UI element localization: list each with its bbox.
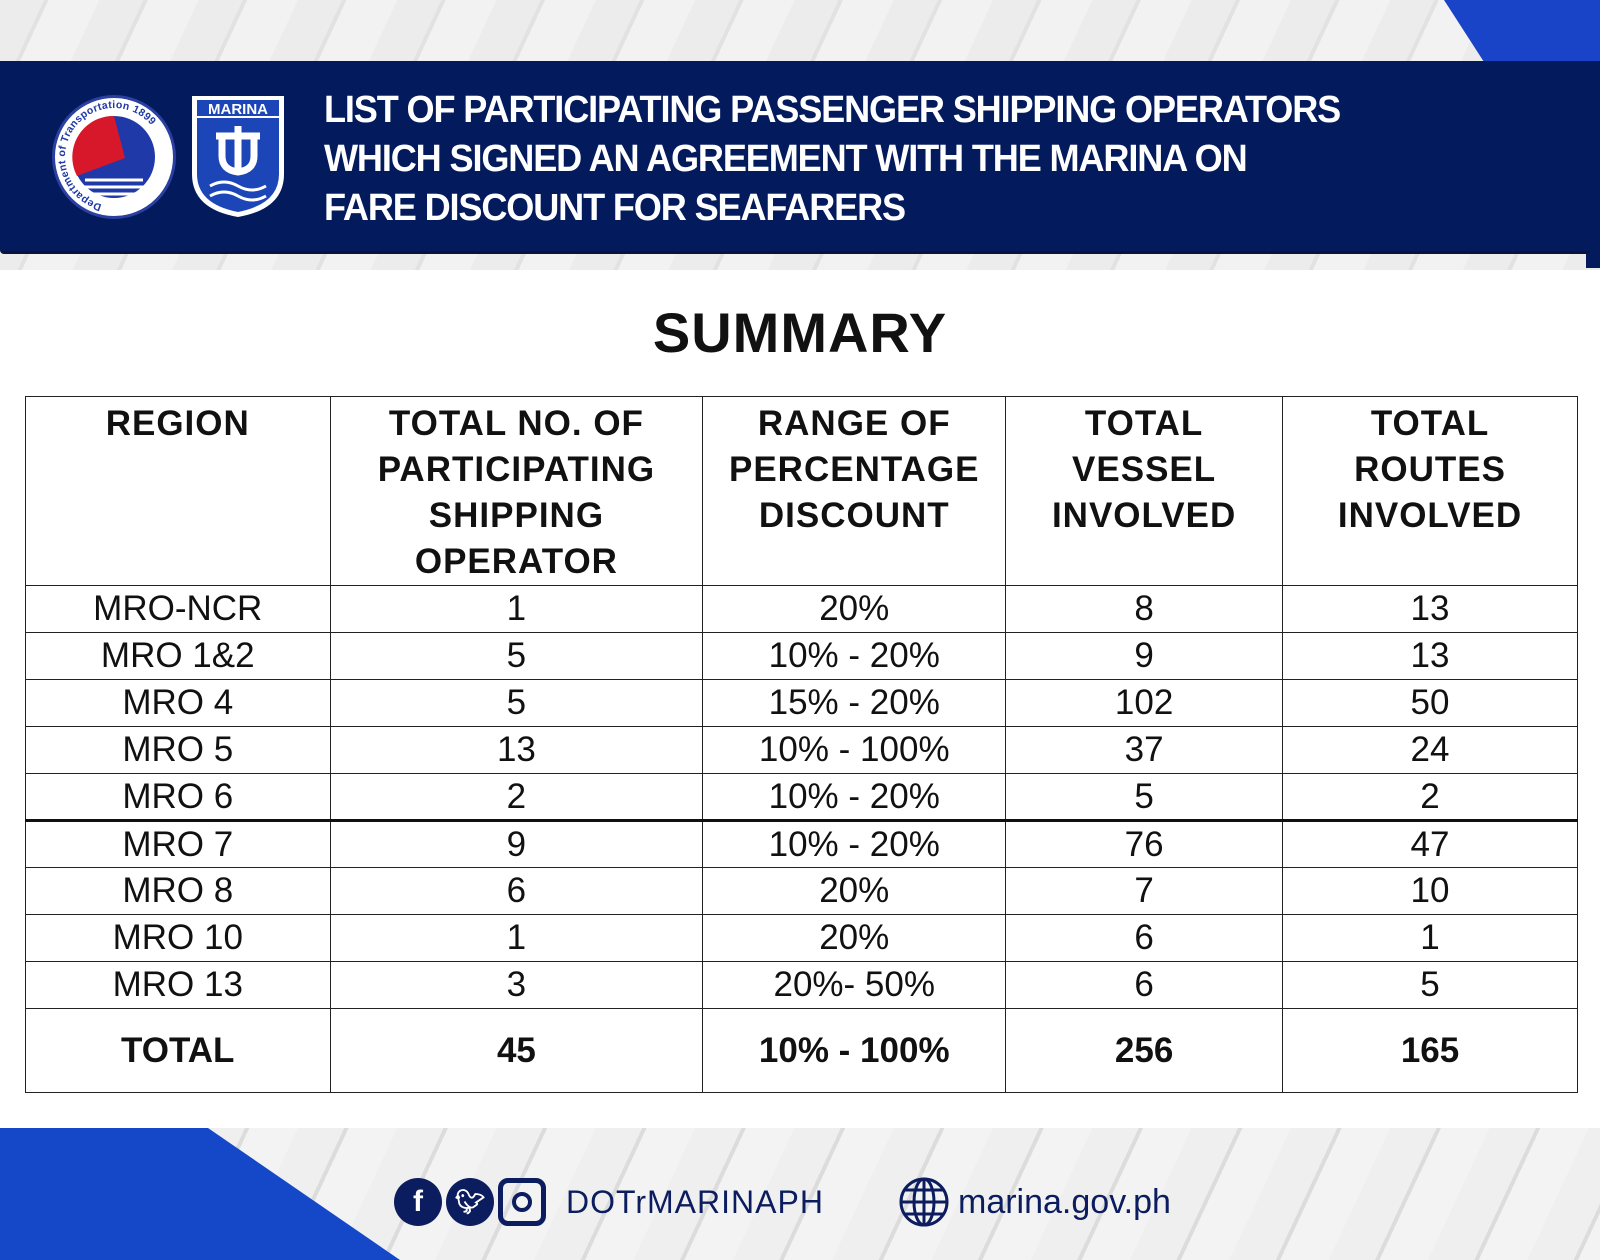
header-region: REGION	[25, 396, 331, 586]
total-operators: 45	[329, 1008, 704, 1093]
cell-operators: 13	[329, 726, 704, 774]
cell-discount: 20%	[702, 867, 1007, 915]
cell-operators: 5	[329, 679, 704, 727]
table-row: MRO 13 3 20%- 50% 6 5	[25, 961, 1578, 1009]
cell-region: MRO 8	[25, 867, 331, 915]
cell-discount: 20%	[702, 585, 1007, 633]
cell-routes: 5	[1282, 961, 1578, 1009]
cell-operators: 1	[329, 914, 704, 962]
cell-discount: 20%	[702, 914, 1007, 962]
cell-region: MRO 13	[25, 961, 331, 1009]
cell-discount: 10% - 20%	[702, 773, 1007, 821]
table-row: MRO 7 9 10% - 20% 76 47	[25, 819, 1578, 868]
marina-logo: MARINA	[188, 94, 288, 219]
cell-region: MRO 6	[25, 773, 331, 821]
cell-vessels: 37	[1005, 726, 1284, 774]
cell-region: MRO 1&2	[25, 632, 331, 680]
cell-vessels: 6	[1005, 914, 1284, 962]
social-icons: f 🐦︎	[394, 1178, 546, 1226]
dotr-logo: Department of Transportation 1899	[52, 95, 176, 219]
header-discount: RANGE OF PERCENTAGE DISCOUNT	[702, 396, 1007, 586]
table-header-row: REGION TOTAL NO. OF PARTICIPATING SHIPPI…	[25, 396, 1578, 586]
cell-operators: 9	[329, 819, 704, 868]
cell-routes: 2	[1282, 773, 1578, 821]
total-label: TOTAL	[25, 1008, 331, 1093]
header-operators: TOTAL NO. OF PARTICIPATING SHIPPING OPER…	[329, 396, 704, 586]
title-line: FARE DISCOUNT FOR SEAFARERS	[324, 187, 906, 229]
cell-vessels: 7	[1005, 867, 1284, 915]
cell-region: MRO 5	[25, 726, 331, 774]
total-vessels: 256	[1005, 1008, 1284, 1093]
cell-discount: 20%- 50%	[702, 961, 1007, 1009]
cell-region: MRO 7	[25, 819, 331, 868]
header-vessels: TOTAL VESSEL INVOLVED	[1005, 396, 1284, 586]
cell-discount: 15% - 20%	[702, 679, 1007, 727]
header-routes: TOTAL ROUTES INVOLVED	[1282, 396, 1578, 586]
total-row: TOTAL 45 10% - 100% 256 165	[25, 1008, 1578, 1093]
cell-routes: 10	[1282, 867, 1578, 915]
table-row: MRO 10 1 20% 6 1	[25, 914, 1578, 962]
social-handle[interactable]: DOTrMARINAPH	[566, 1184, 824, 1220]
marina-logo-text: MARINA	[208, 101, 268, 118]
cell-vessels: 9	[1005, 632, 1284, 680]
cell-routes: 24	[1282, 726, 1578, 774]
table-row: MRO 4 5 15% - 20% 102 50	[25, 679, 1578, 727]
cell-operators: 1	[329, 585, 704, 633]
table-row: MRO 6 2 10% - 20% 5 2	[25, 773, 1578, 821]
cell-vessels: 102	[1005, 679, 1284, 727]
cell-operators: 2	[329, 773, 704, 821]
globe-icon	[899, 1177, 949, 1227]
cell-vessels: 5	[1005, 773, 1284, 821]
table-row: MRO 5 13 10% - 100% 37 24	[25, 726, 1578, 774]
title-line: WHICH SIGNED AN AGREEMENT WITH THE MARIN…	[324, 138, 1248, 180]
total-routes: 165	[1282, 1008, 1578, 1093]
cell-operators: 6	[329, 867, 704, 915]
page-title: LIST OF PARTICIPATING PASSENGER SHIPPING…	[324, 86, 1341, 233]
cell-routes: 50	[1282, 679, 1578, 727]
title-line: LIST OF PARTICIPATING PASSENGER SHIPPING…	[324, 89, 1341, 131]
cell-vessels: 8	[1005, 585, 1284, 633]
cell-discount: 10% - 20%	[702, 632, 1007, 680]
instagram-icon[interactable]	[498, 1178, 546, 1226]
cell-operators: 3	[329, 961, 704, 1009]
cell-discount: 10% - 100%	[702, 726, 1007, 774]
twitter-icon[interactable]: 🐦︎	[446, 1178, 494, 1226]
cell-vessels: 76	[1005, 819, 1284, 868]
table-row: MRO 1&2 5 10% - 20% 9 13	[25, 632, 1578, 680]
website-link[interactable]: marina.gov.ph	[898, 1176, 1171, 1228]
cell-region: MRO 4	[25, 679, 331, 727]
cell-routes: 47	[1282, 819, 1578, 868]
table-row: MRO-NCR 1 20% 8 13	[25, 585, 1578, 633]
cell-routes: 1	[1282, 914, 1578, 962]
summary-table: REGION TOTAL NO. OF PARTICIPATING SHIPPI…	[25, 396, 1578, 1093]
cell-routes: 13	[1282, 585, 1578, 633]
cell-operators: 5	[329, 632, 704, 680]
cell-region: MRO 10	[25, 914, 331, 962]
cell-region: MRO-NCR	[25, 585, 331, 633]
cell-vessels: 6	[1005, 961, 1284, 1009]
total-discount: 10% - 100%	[702, 1008, 1007, 1093]
cell-routes: 13	[1282, 632, 1578, 680]
website-text: marina.gov.ph	[958, 1182, 1171, 1221]
summary-heading: SUMMARY	[652, 301, 948, 364]
cell-discount: 10% - 20%	[702, 819, 1007, 868]
facebook-icon[interactable]: f	[394, 1178, 442, 1226]
table-row: MRO 8 6 20% 7 10	[25, 867, 1578, 915]
